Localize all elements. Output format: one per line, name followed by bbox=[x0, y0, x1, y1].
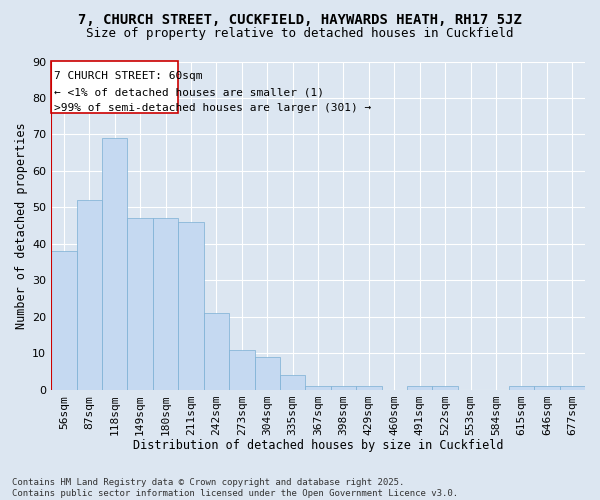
Text: Size of property relative to detached houses in Cuckfield: Size of property relative to detached ho… bbox=[86, 28, 514, 40]
Text: Contains HM Land Registry data © Crown copyright and database right 2025.
Contai: Contains HM Land Registry data © Crown c… bbox=[12, 478, 458, 498]
Bar bbox=[203, 314, 229, 390]
Y-axis label: Number of detached properties: Number of detached properties bbox=[15, 122, 28, 329]
Bar bbox=[305, 386, 331, 390]
Bar bbox=[433, 386, 458, 390]
Text: ← <1% of detached houses are smaller (1): ← <1% of detached houses are smaller (1) bbox=[53, 87, 323, 97]
Bar bbox=[560, 386, 585, 390]
Bar bbox=[127, 218, 153, 390]
Bar bbox=[178, 222, 203, 390]
Bar bbox=[356, 386, 382, 390]
Bar bbox=[509, 386, 534, 390]
Bar bbox=[102, 138, 127, 390]
Text: >99% of semi-detached houses are larger (301) →: >99% of semi-detached houses are larger … bbox=[53, 104, 371, 114]
Bar bbox=[407, 386, 433, 390]
Text: 7 CHURCH STREET: 60sqm: 7 CHURCH STREET: 60sqm bbox=[53, 70, 202, 81]
Bar bbox=[534, 386, 560, 390]
Bar bbox=[229, 350, 254, 390]
Bar bbox=[254, 357, 280, 390]
Bar bbox=[77, 200, 102, 390]
Bar bbox=[331, 386, 356, 390]
Bar bbox=[51, 252, 77, 390]
Text: 7, CHURCH STREET, CUCKFIELD, HAYWARDS HEATH, RH17 5JZ: 7, CHURCH STREET, CUCKFIELD, HAYWARDS HE… bbox=[78, 12, 522, 26]
Bar bbox=[280, 376, 305, 390]
Bar bbox=[153, 218, 178, 390]
Bar bbox=[51, 62, 178, 112]
X-axis label: Distribution of detached houses by size in Cuckfield: Distribution of detached houses by size … bbox=[133, 440, 503, 452]
